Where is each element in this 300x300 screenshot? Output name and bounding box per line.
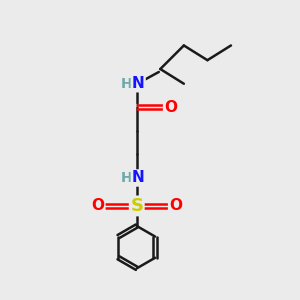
Text: H: H <box>121 171 132 185</box>
Text: O: O <box>92 198 104 213</box>
Text: H: H <box>121 77 132 91</box>
Text: O: O <box>164 100 177 115</box>
Text: N: N <box>132 76 145 91</box>
Text: N: N <box>132 170 145 185</box>
Text: S: S <box>130 197 143 215</box>
Text: O: O <box>169 198 182 213</box>
